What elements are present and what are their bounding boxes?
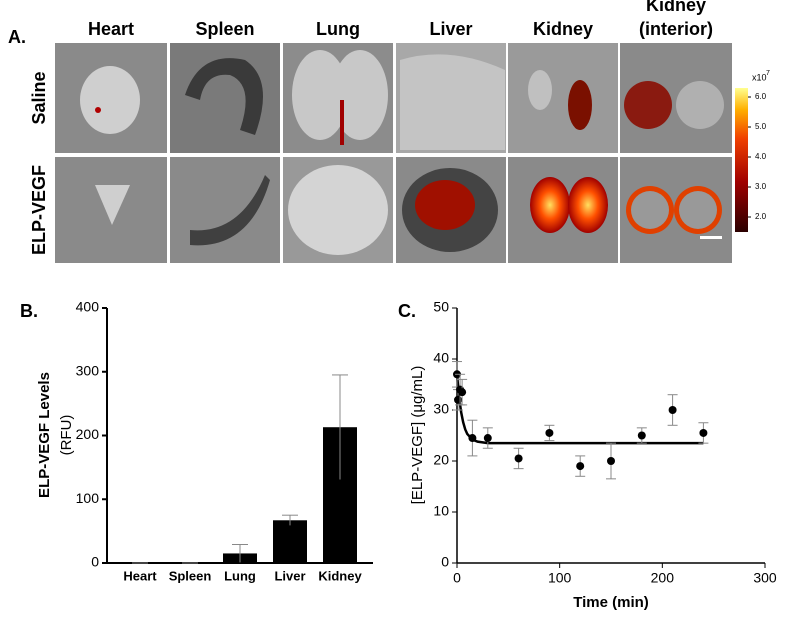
- y-tick-label: 200: [76, 426, 100, 442]
- x-tick-label: 100: [548, 570, 572, 586]
- data-point: [545, 428, 554, 437]
- y-tick-label: 10: [433, 503, 449, 519]
- y-axis-label: [ELP-VEGF] (μg/mL): [409, 366, 426, 505]
- colorbar-tick-label: 2.0: [755, 212, 767, 221]
- data-point: [454, 395, 463, 404]
- column-header: Kidney: [646, 0, 706, 15]
- panel-label: B.: [20, 301, 38, 321]
- column-header: Kidney: [533, 19, 593, 39]
- x-tick-label: 300: [753, 570, 777, 586]
- colorbar-tick-label: 3.0: [755, 182, 767, 191]
- x-tick-label: Lung: [224, 568, 256, 583]
- data-point: [699, 428, 708, 437]
- data-point: [483, 434, 492, 443]
- y-tick-label: 400: [76, 299, 100, 315]
- panel-label: A.: [8, 27, 26, 47]
- x-tick-label: Liver: [274, 568, 305, 583]
- y-tick-label: 50: [433, 299, 449, 315]
- column-header: Lung: [316, 19, 360, 39]
- column-header: Heart: [88, 19, 134, 39]
- colorbar-tick-label: 5.0: [755, 122, 767, 131]
- data-point: [468, 434, 477, 443]
- y-axis-label: ELP-VEGF Levels: [36, 372, 53, 498]
- y-tick-label: 40: [433, 350, 449, 366]
- row-label: Saline: [29, 71, 49, 124]
- x-tick-label: Kidney: [318, 568, 362, 583]
- x-tick-label: 0: [453, 570, 461, 586]
- column-header: Spleen: [195, 19, 254, 39]
- data-point: [458, 388, 467, 397]
- data-point: [576, 462, 585, 471]
- row-label: ELP-VEGF: [29, 165, 49, 255]
- data-point: [637, 431, 646, 440]
- column-header: Liver: [429, 19, 472, 39]
- y-tick-label: 20: [433, 452, 449, 468]
- colorbar-tick-label: 4.0: [755, 152, 767, 161]
- column-header: (interior): [639, 19, 713, 39]
- y-tick-label: 100: [76, 490, 100, 506]
- bar: [273, 520, 307, 563]
- y-tick-label: 0: [91, 554, 99, 570]
- colorbar-unit: x10: [752, 72, 767, 82]
- data-point: [514, 454, 523, 463]
- x-tick-label: Heart: [123, 568, 157, 583]
- colorbar-tick-label: 6.0: [755, 92, 767, 101]
- y-tick-label: 300: [76, 362, 100, 378]
- data-point: [607, 457, 615, 465]
- y-tick-label: 30: [433, 401, 449, 417]
- x-tick-label: 200: [651, 570, 675, 586]
- y-axis-label: (RFU): [58, 415, 75, 456]
- y-tick-label: 0: [441, 554, 449, 570]
- organ-images: [55, 43, 748, 263]
- colorbar-exponent: 7: [766, 70, 770, 77]
- fit-line: [455, 374, 704, 445]
- panel-label: C.: [398, 301, 416, 321]
- x-axis-label: Time (min): [573, 594, 649, 611]
- data-point: [668, 406, 677, 414]
- x-tick-label: Spleen: [169, 568, 212, 583]
